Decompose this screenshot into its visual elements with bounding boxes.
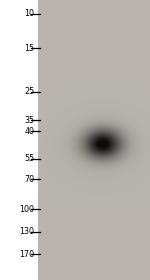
Text: 15: 15 <box>24 44 34 53</box>
Text: 130: 130 <box>20 227 34 236</box>
Text: 40: 40 <box>24 127 34 136</box>
Text: 25: 25 <box>24 87 34 96</box>
Text: 70: 70 <box>24 174 34 183</box>
Text: 100: 100 <box>20 205 34 214</box>
Text: 10: 10 <box>24 9 34 18</box>
Bar <box>38 0 150 17</box>
Bar <box>38 0 150 280</box>
Text: 170: 170 <box>19 250 34 259</box>
Text: 55: 55 <box>24 154 34 163</box>
Text: 35: 35 <box>24 116 34 125</box>
